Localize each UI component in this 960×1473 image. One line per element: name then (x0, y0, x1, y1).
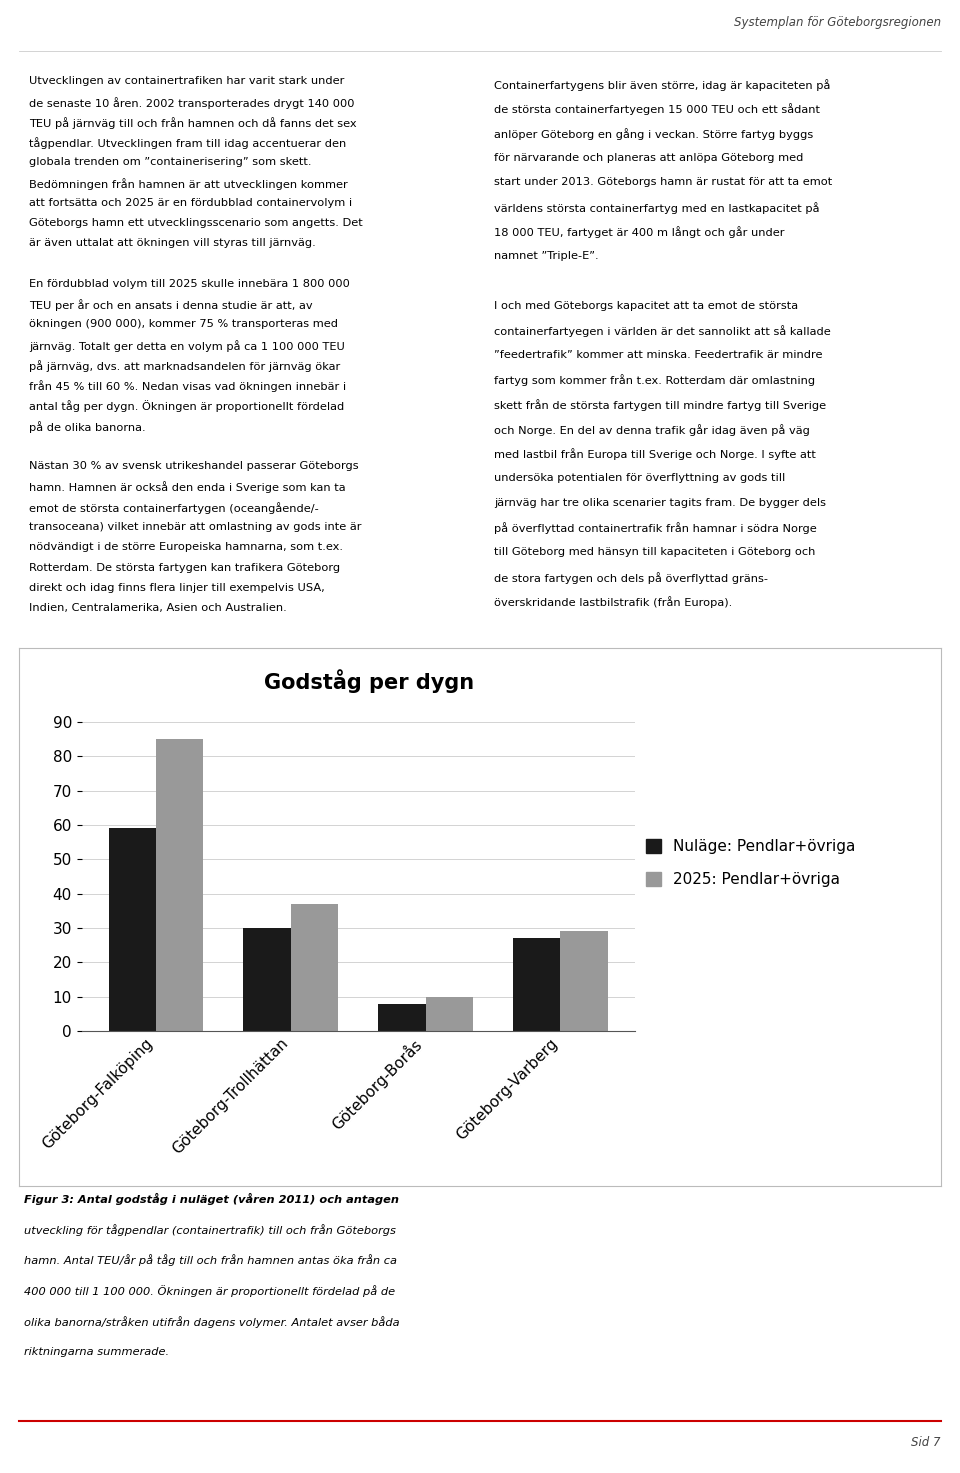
Text: på järnväg, dvs. att marknadsandelen för järnväg ökar: på järnväg, dvs. att marknadsandelen för… (29, 359, 340, 371)
Text: för närvarande och planeras att anlöpa Göteborg med: för närvarande och planeras att anlöpa G… (494, 153, 804, 162)
Text: anlöper Göteborg en gång i veckan. Större fartyg byggs: anlöper Göteborg en gång i veckan. Störr… (494, 128, 814, 140)
Text: hamn. Antal TEU/år på tåg till och från hamnen antas öka från ca: hamn. Antal TEU/år på tåg till och från … (24, 1255, 397, 1267)
Text: I och med Göteborgs kapacitet att ta emot de största: I och med Göteborgs kapacitet att ta emo… (494, 300, 799, 311)
Text: Figur 3: Antal godståg i nuläget (våren 2011) och antagen: Figur 3: Antal godståg i nuläget (våren … (24, 1193, 399, 1205)
Text: Göteborgs hamn ett utvecklingsscenario som angetts. Det: Göteborgs hamn ett utvecklingsscenario s… (29, 218, 363, 228)
Text: start under 2013. Göteborgs hamn är rustat för att ta emot: start under 2013. Göteborgs hamn är rust… (494, 177, 832, 187)
Text: Indien, Centralamerika, Asien och Australien.: Indien, Centralamerika, Asien och Austra… (29, 602, 286, 613)
Text: tågpendlar. Utvecklingen fram till idag accentuerar den: tågpendlar. Utvecklingen fram till idag … (29, 137, 346, 149)
Text: riktningarna summerade.: riktningarna summerade. (24, 1346, 169, 1357)
Text: de största containerfartyegen 15 000 TEU och ett sådant: de största containerfartyegen 15 000 TEU… (494, 103, 821, 115)
Text: direkt och idag finns flera linjer till exempelvis USA,: direkt och idag finns flera linjer till … (29, 583, 324, 592)
Text: är även uttalat att ökningen vill styras till järnväg.: är även uttalat att ökningen vill styras… (29, 239, 316, 249)
Text: överskridande lastbilstrafik (från Europa).: överskridande lastbilstrafik (från Europ… (494, 597, 732, 608)
Text: fartyg som kommer från t.ex. Rotterdam där omlastning: fartyg som kommer från t.ex. Rotterdam d… (494, 374, 816, 386)
Text: Bedömningen från hamnen är att utvecklingen kommer: Bedömningen från hamnen är att utvecklin… (29, 178, 348, 190)
Text: utveckling för tågpendlar (containertrafik) till och från Göteborgs: utveckling för tågpendlar (containertraf… (24, 1224, 396, 1236)
Text: olika banorna/stråken utifrån dagens volymer. Antalet avser båda: olika banorna/stråken utifrån dagens vol… (24, 1315, 399, 1327)
Text: till Göteborg med hänsyn till kapaciteten i Göteborg och: till Göteborg med hänsyn till kapacitete… (494, 546, 816, 557)
Legend: Nuläge: Pendlar+övriga, 2025: Pendlar+övriga: Nuläge: Pendlar+övriga, 2025: Pendlar+öv… (639, 832, 862, 894)
Text: 400 000 till 1 100 000. Ökningen är proportionellt fördelad på de: 400 000 till 1 100 000. Ökningen är prop… (24, 1284, 396, 1298)
Text: namnet ”Triple-E”.: namnet ”Triple-E”. (494, 252, 599, 261)
Text: att fortsätta och 2025 är en fördubblad containervolym i: att fortsätta och 2025 är en fördubblad … (29, 197, 352, 208)
Bar (514, 938, 561, 1031)
Text: ”feedertrafik” kommer att minska. Feedertrafik är mindre: ”feedertrafik” kommer att minska. Feeder… (494, 351, 823, 359)
Bar (425, 997, 472, 1031)
Bar (561, 931, 608, 1031)
Text: världens största containerfartyg med en lastkapacitet på: världens största containerfartyg med en … (494, 202, 820, 214)
Text: globala trenden om ”containerisering” som skett.: globala trenden om ”containerisering” so… (29, 158, 311, 168)
Text: de senaste 10 åren. 2002 transporterades drygt 140 000: de senaste 10 åren. 2002 transporterades… (29, 97, 354, 109)
Text: hamn. Hamnen är också den enda i Sverige som kan ta: hamn. Hamnen är också den enda i Sverige… (29, 482, 346, 493)
Text: Rotterdam. De största fartygen kan trafikera Göteborg: Rotterdam. De största fartygen kan trafi… (29, 563, 340, 573)
Text: och Norge. En del av denna trafik går idag även på väg: och Norge. En del av denna trafik går id… (494, 424, 810, 436)
Text: på överflyttad containertrafik från hamnar i södra Norge: på överflyttad containertrafik från hamn… (494, 523, 817, 535)
Text: Godståg per dygn: Godståg per dygn (264, 670, 474, 694)
Text: på de olika banorna.: på de olika banorna. (29, 421, 145, 433)
Text: Nästan 30 % av svensk utrikeshandel passerar Göteborgs: Nästan 30 % av svensk utrikeshandel pass… (29, 461, 358, 471)
Bar (378, 1003, 425, 1031)
Text: från 45 % till 60 %. Nedan visas vad ökningen innebär i: från 45 % till 60 %. Nedan visas vad ökn… (29, 380, 346, 392)
Bar (291, 904, 338, 1031)
Text: undersöka potentialen för överflyttning av gods till: undersöka potentialen för överflyttning … (494, 473, 785, 483)
Text: 18 000 TEU, fartyget är 400 m långt och går under: 18 000 TEU, fartyget är 400 m långt och … (494, 227, 785, 239)
Text: järnväg har tre olika scenarier tagits fram. De bygger dels: järnväg har tre olika scenarier tagits f… (494, 498, 827, 508)
Text: nödvändigt i de större Europeiska hamnarna, som t.ex.: nödvändigt i de större Europeiska hamnar… (29, 542, 343, 552)
Text: de stora fartygen och dels på överflyttad gräns-: de stora fartygen och dels på överflytta… (494, 572, 768, 583)
Text: containerfartyegen i världen är det sannolikt att så kallade: containerfartyegen i världen är det sann… (494, 326, 831, 337)
Text: ökningen (900 000), kommer 75 % transporteras med: ökningen (900 000), kommer 75 % transpor… (29, 320, 338, 330)
Text: transoceana) vilket innebär att omlastning av gods inte är: transoceana) vilket innebär att omlastni… (29, 521, 361, 532)
Text: Utvecklingen av containertrafiken har varit stark under: Utvecklingen av containertrafiken har va… (29, 77, 345, 87)
Text: Systemplan för Göteborgsregionen: Systemplan för Göteborgsregionen (733, 16, 941, 29)
Bar (244, 928, 291, 1031)
Text: Containerfartygens blir även större, idag är kapaciteten på: Containerfartygens blir även större, ida… (494, 78, 830, 90)
Text: TEU per år och en ansats i denna studie är att, av: TEU per år och en ansats i denna studie … (29, 299, 312, 311)
Text: emot de största containerfartygen (oceangående/-: emot de största containerfartygen (ocean… (29, 502, 319, 514)
Text: TEU på järnväg till och från hamnen och då fanns det sex: TEU på järnväg till och från hamnen och … (29, 116, 356, 128)
Bar (156, 739, 203, 1031)
Text: skett från de största fartygen till mindre fartyg till Sverige: skett från de största fartygen till mind… (494, 399, 827, 411)
Text: antal tåg per dygn. Ökningen är proportionellt fördelad: antal tåg per dygn. Ökningen är proporti… (29, 401, 344, 412)
Text: järnväg. Totalt ger detta en volym på ca 1 100 000 TEU: järnväg. Totalt ger detta en volym på ca… (29, 340, 345, 352)
Text: Sid 7: Sid 7 (911, 1436, 941, 1449)
Text: med lastbil från Europa till Sverige och Norge. I syfte att: med lastbil från Europa till Sverige och… (494, 448, 816, 461)
Text: En fördubblad volym till 2025 skulle innebära 1 800 000: En fördubblad volym till 2025 skulle inn… (29, 278, 349, 289)
Bar (108, 828, 156, 1031)
